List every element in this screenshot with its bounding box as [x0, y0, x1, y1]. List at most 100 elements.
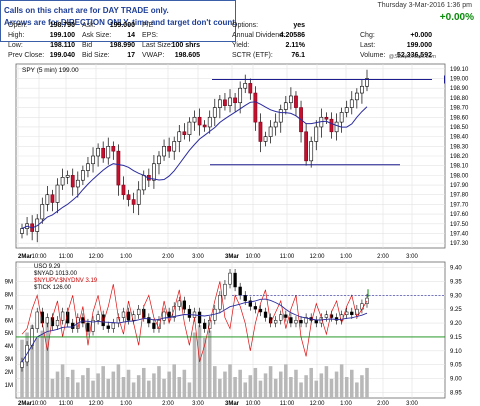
price-y-tick-label: 198.20: [450, 154, 469, 160]
candle-body: [167, 146, 172, 152]
uso-candle: [365, 297, 369, 304]
uso-candle: [167, 311, 171, 318]
percent-change: +0.00%: [439, 12, 474, 23]
uso-candle: [289, 317, 293, 324]
indicator-y-tick-label: 9.30: [450, 293, 462, 299]
uso-candle: [121, 311, 126, 318]
price-y-tick-label: 197.30: [450, 241, 469, 247]
volume-bar: [253, 367, 258, 398]
volume-bar: [243, 382, 248, 398]
candle-body: [258, 121, 263, 142]
candle-body: [278, 109, 283, 123]
volume-bar: [167, 371, 171, 398]
indicator-y-tick-label: 9.15: [450, 335, 462, 341]
candle-body: [70, 175, 75, 188]
uso-candle: [218, 295, 222, 310]
volume-bar: [299, 382, 303, 398]
indicator-x-tick-label: 1:00: [120, 401, 132, 406]
volume-bar: [202, 337, 207, 398]
hdr-label-3-0: Prev Close:: [8, 52, 45, 59]
volume-bar: [294, 369, 298, 398]
hdr-label-3-4: Volume:: [360, 52, 386, 59]
volume-bar: [360, 375, 364, 398]
uso-candle: [350, 311, 354, 315]
indicator-x-tick-label: 11:00: [59, 401, 74, 406]
price-y-tick-label: 197.80: [450, 193, 469, 199]
candle-body: [349, 99, 354, 108]
candle-body: [207, 116, 212, 128]
uso-candle: [111, 322, 115, 329]
volume-bar: [55, 371, 60, 398]
volume-bar: [324, 366, 329, 398]
volume-bar: [141, 367, 146, 398]
volume-bar: [162, 378, 166, 398]
volume-bar: [116, 364, 121, 398]
hdr-label-2-4: Last:: [360, 42, 376, 49]
candle-body: [304, 131, 308, 162]
volume-bar: [126, 369, 131, 398]
candle-body: [309, 141, 314, 162]
indicator-y-tick-label: 9.25: [450, 307, 462, 313]
indicator-x-tick-label: 11:00: [280, 401, 295, 406]
price-y-tick-label: 197.50: [450, 222, 469, 228]
candle-body: [334, 121, 339, 133]
price-y-tick-label: 198.80: [450, 96, 469, 102]
uso-candle: [228, 272, 232, 285]
price-x-tick-label: 3:00: [192, 254, 204, 260]
candle-body: [243, 83, 248, 89]
indicator-x-tick-label: 3Mar: [225, 401, 240, 406]
uso-candle: [314, 320, 318, 324]
uso-candle: [223, 283, 227, 296]
uso-candle: [258, 308, 263, 313]
indicator-legend: USO 9.29 $NYAD 1013.00 $NYUPV:$NYDNV 3.1…: [34, 264, 98, 291]
volume-bar: [329, 378, 334, 398]
volume-bar: [339, 364, 344, 398]
indicator-y-tick-label: 9.40: [450, 266, 462, 272]
uso-candle: [35, 311, 39, 329]
candle-body: [238, 87, 243, 104]
uso-candle: [345, 311, 349, 315]
volume-bar: [319, 373, 324, 398]
volume-tick-label: 8M: [5, 292, 13, 298]
price-y-tick-label: 198.00: [450, 173, 469, 179]
volume-bar: [111, 371, 116, 398]
hdr-label-3-2: VWAP:: [142, 52, 165, 59]
indicator-x-tick-label: 3:00: [192, 401, 204, 406]
uso-candle: [172, 306, 176, 318]
candle-body: [354, 92, 359, 101]
candle-body: [126, 194, 131, 200]
volume-bar: [76, 382, 80, 398]
hdr-value-2-0: 198.110: [50, 42, 75, 49]
candle-body: [172, 141, 177, 152]
indicator-y-tick-label: 9.00: [450, 377, 462, 383]
volume-bar: [248, 375, 253, 398]
volume-bar: [355, 382, 359, 398]
legend-tick: $TICK 126.00: [34, 285, 72, 291]
candle-body: [60, 177, 65, 186]
candle-body: [157, 155, 161, 165]
volume-bar: [273, 378, 278, 398]
candle-body: [20, 228, 24, 234]
price-y-tick-label: 198.10: [450, 164, 469, 170]
hdr-value-2-2: 100 shrs: [171, 42, 200, 49]
volume-tick-label: 1M: [5, 383, 13, 389]
uso-candle: [360, 303, 364, 310]
uso-candle: [304, 317, 308, 324]
price-y-tick-label: 198.60: [450, 115, 469, 121]
volume-bar: [60, 364, 65, 398]
hdr-label-0-0: Open:: [8, 22, 28, 29]
hdr-value-1-4: +0.000: [410, 32, 432, 39]
volume-bar: [268, 366, 273, 398]
volume-bar: [192, 332, 197, 398]
hdr-value-2-1: 198.990: [109, 42, 135, 49]
volume-bar: [65, 377, 70, 398]
hdr-label-2-1: Bid: [82, 42, 93, 49]
price-y-tick-label: 198.50: [450, 125, 469, 131]
volume-bar: [91, 380, 95, 398]
candle-body: [131, 199, 136, 205]
candle-body: [86, 163, 90, 171]
price-x-tick-label: 12:00: [88, 254, 104, 260]
hdr-label-1-2: EPS:: [142, 32, 158, 39]
uso-candle: [162, 311, 166, 321]
